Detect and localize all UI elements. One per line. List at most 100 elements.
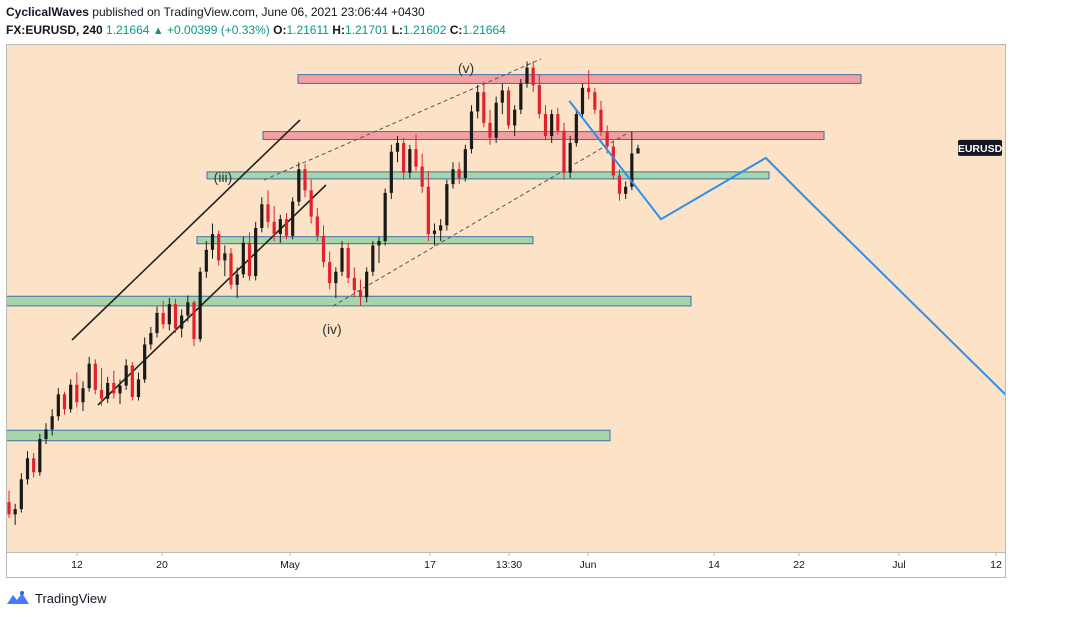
candle-body [241,242,245,275]
candle [531,61,535,93]
close-label: C: [449,23,463,37]
candle-body [254,227,258,277]
symbol-label[interactable]: FX:EURUSD, 240 [6,23,103,37]
candle-body [445,184,449,226]
x-tick-label: Jul [892,559,905,571]
candle-body [457,169,461,179]
x-tick-label: 12 [71,559,83,571]
candle-body [186,302,190,316]
candle [99,368,104,406]
footer-brand[interactable]: TradingView [35,590,107,606]
candle-body [99,389,104,399]
candle [303,163,307,198]
support-zone [196,236,534,245]
candle-body [624,186,628,194]
candle-body [198,271,202,340]
candle [130,361,134,401]
wave-label: (iv) [322,321,341,337]
candle-body [229,253,233,285]
candle-body [574,114,578,143]
x-tick-label: 14 [708,559,720,571]
candle [13,503,17,525]
candle-body [192,302,196,340]
candle [50,409,54,436]
candle-body [537,85,541,115]
candle [38,433,42,476]
candle [266,190,270,228]
candle [75,372,79,408]
candle-body [550,114,554,136]
candle [463,144,467,182]
candle [599,100,603,136]
candle-body [118,385,122,394]
candle-body [451,169,455,185]
candle [568,135,572,179]
candle [389,144,393,200]
candle [321,225,326,268]
candle [395,135,400,163]
candle-body [309,190,313,217]
high-value: 1.21701 [344,23,389,37]
candle-body [402,142,406,173]
candle [260,197,264,233]
price-chart[interactable]: (iii)(iv)(v) USD1.225001.220001.215001.2… [5,44,1073,578]
chart-border [6,44,1006,578]
close-value: 1.21664 [462,23,506,37]
candle-body [62,394,67,410]
candle [167,298,171,331]
candle [519,79,523,115]
candle-body [315,216,319,236]
x-tick-label: 13:30 [496,559,522,571]
candle-body [383,192,387,242]
wedge-line [263,58,542,181]
candle [192,300,196,347]
candle [352,267,356,298]
candle [44,423,48,445]
candle [93,359,97,395]
candle [439,219,443,242]
footer: TradingView [6,590,107,606]
candle-body [272,221,276,235]
candle [155,306,159,338]
candle-body [531,67,535,86]
candle-body [7,502,11,515]
candle-body [155,312,159,334]
candle-body [365,271,369,298]
low-label: L: [391,23,404,37]
candle-body [494,102,498,138]
candle [278,214,282,243]
projection-path [568,100,1073,432]
candle-body [106,382,110,399]
candle [506,86,511,129]
candle-body [377,241,381,246]
candle [383,188,387,246]
candle [315,207,319,242]
candle [358,279,363,306]
candle-body [587,87,591,93]
x-tick-label: May [280,559,301,571]
candle-body [395,142,400,152]
candle [537,74,541,119]
open-label: O: [273,23,287,37]
candle [198,267,202,342]
candle [161,300,165,329]
candle-body [630,153,634,187]
candle-body [81,388,85,403]
candle [118,379,122,404]
candle-body [636,148,640,154]
candle [513,105,517,136]
candle-body [605,131,609,147]
chart-frame[interactable]: (iii)(iv)(v) USD1.225001.220001.215001.2… [5,44,1073,578]
candle-body [340,248,344,272]
change-value: +0.00399 (+0.33%) [167,23,270,37]
candle [235,267,239,298]
author-name[interactable]: CyclicalWaves [6,5,89,19]
candle-body [278,219,282,235]
candle-body [420,166,424,187]
candle-body [75,384,79,403]
candle [451,162,455,189]
candle [309,179,313,224]
candle [636,144,640,154]
candle-body [25,458,30,480]
last-price: 1.21664 [106,23,150,37]
